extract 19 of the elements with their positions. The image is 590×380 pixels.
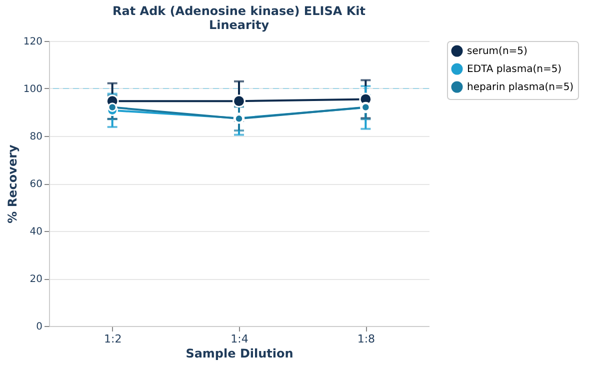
- point: [108, 102, 117, 112]
- y-tick-label: 20: [30, 274, 42, 285]
- text: Rat Adk (Adenosine kinase) ELISA Kit: [112, 4, 366, 18]
- y-tick-label: 80: [30, 132, 42, 142]
- y-tick-label: 0: [36, 322, 42, 332]
- legend-label: serum(n=5): [467, 46, 528, 57]
- legend-label: EDTA plasma(n=5): [467, 64, 562, 75]
- y-tick-label: 60: [30, 179, 42, 190]
- x-axis-title: Sample Dilution: [186, 346, 294, 360]
- text: Linearity: [208, 18, 270, 32]
- point: [232, 94, 246, 108]
- y-axis-title: % Recovery: [5, 144, 20, 224]
- y-tick-label: 100: [23, 84, 42, 95]
- y-tick-label: 40: [30, 226, 42, 238]
- y-tick-label: 120: [23, 36, 42, 48]
- x-tick-label: 1:8: [357, 332, 376, 346]
- legend-label: heparin plasma(n=5): [467, 82, 574, 93]
- x-tick-label: 1:4: [230, 332, 248, 346]
- x-tick-label: 1:2: [104, 332, 122, 346]
